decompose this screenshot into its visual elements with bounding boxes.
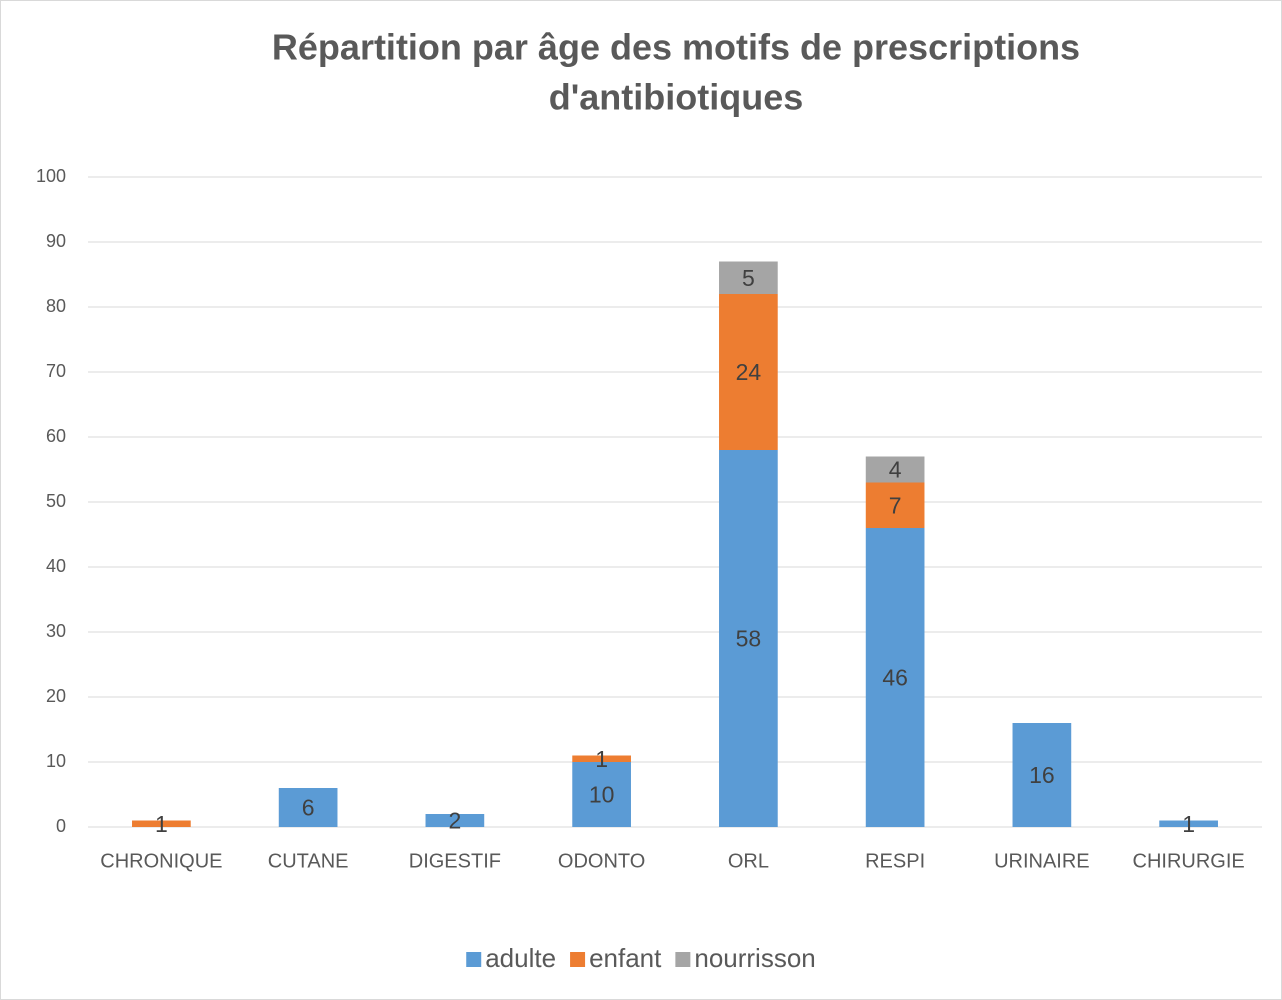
y-tick-label: 10 (46, 751, 66, 771)
chart-title: d'antibiotiques (549, 77, 804, 118)
x-tick-label: CHIRURGIE (1133, 850, 1245, 872)
x-tick-label: ODONTO (558, 850, 645, 872)
y-tick-label: 70 (46, 361, 66, 381)
x-tick-label: RESPI (865, 850, 925, 872)
y-tick-label: 0 (56, 816, 66, 836)
bar-segment (865, 482, 925, 528)
x-tick-label: URINAIRE (994, 850, 1090, 872)
x-tick-label: DIGESTIF (409, 850, 501, 872)
bar-segment (1012, 723, 1072, 827)
data-label: 2 (448, 808, 461, 834)
data-label: 7 (889, 492, 902, 518)
data-label: 58 (736, 626, 762, 652)
y-tick-label: 90 (46, 231, 66, 251)
legend-swatch (466, 952, 482, 967)
bar-segment (719, 261, 778, 294)
bar-segment (278, 788, 338, 827)
bar-segment (572, 762, 631, 827)
y-tick-label: 80 (46, 296, 66, 316)
y-tick-label: 60 (46, 426, 66, 446)
bar-segment (865, 528, 925, 827)
bar-segment (1159, 820, 1218, 827)
y-tick-label: 100 (36, 166, 66, 186)
x-tick-label: ORL (728, 850, 769, 872)
x-tick-label: CHRONIQUE (100, 850, 222, 872)
x-tick-label: CUTANE (268, 850, 349, 872)
legend-label: adulte (485, 943, 556, 973)
y-tick-label: 30 (46, 621, 66, 641)
data-label: 1 (155, 811, 168, 837)
bar-segment (425, 814, 485, 827)
chart-title: Répartition par âge des motifs de prescr… (272, 27, 1080, 68)
bar-segment (572, 755, 631, 762)
data-label: 24 (736, 359, 762, 385)
y-tick-label: 50 (46, 491, 66, 511)
data-label: 46 (882, 665, 908, 691)
data-label: 6 (302, 795, 315, 821)
data-label: 10 (589, 782, 615, 808)
legend-swatch (675, 952, 691, 967)
data-label: 5 (742, 265, 755, 291)
legend-label: enfant (589, 943, 662, 973)
bar-segment (132, 820, 191, 827)
legend-swatch (570, 952, 586, 967)
legend-label: nourrisson (694, 943, 815, 973)
bar-segment (865, 456, 925, 483)
data-label: 1 (595, 746, 608, 772)
data-label: 1 (1182, 811, 1195, 837)
data-label: 16 (1029, 762, 1055, 788)
y-tick-label: 20 (46, 686, 66, 706)
y-tick-label: 40 (46, 556, 66, 576)
bar-segment (719, 294, 778, 450)
bar-segment (719, 450, 778, 827)
data-label: 4 (889, 457, 902, 483)
